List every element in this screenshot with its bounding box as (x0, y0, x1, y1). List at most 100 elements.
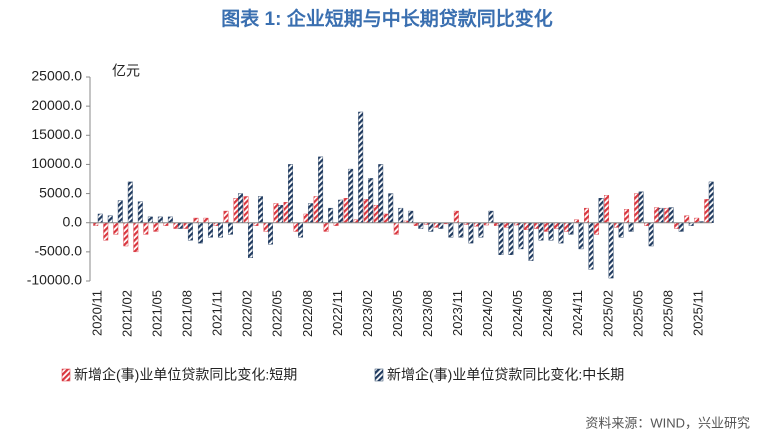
x-tick-label: 2021/11 (210, 290, 225, 336)
bar (147, 216, 153, 223)
chart-title: 图表 1: 企业短期与中长期贷款同比变化 (221, 7, 552, 30)
bar (328, 207, 334, 223)
bar (103, 222, 109, 241)
bar (283, 202, 289, 223)
bar (388, 193, 394, 223)
bar (558, 222, 564, 244)
bar (588, 222, 594, 270)
bar (153, 222, 159, 232)
bar (243, 196, 249, 223)
bar (478, 222, 484, 238)
bar (408, 210, 414, 223)
bar (167, 216, 173, 223)
bar (544, 222, 549, 232)
y-tick-label: -10000.0 (27, 272, 82, 288)
legend-swatch (374, 368, 384, 382)
y-tick-label: 15000.0 (31, 126, 82, 142)
bar (528, 222, 534, 261)
x-tick-label: 2025/08 (660, 290, 675, 337)
bar (584, 207, 589, 223)
legend-label: 新增企(事)业单位贷款同比变化:中长期 (387, 367, 624, 383)
bar (468, 222, 474, 244)
x-tick-label: 2023/11 (450, 290, 465, 336)
bar (433, 222, 439, 228)
bar (668, 207, 674, 223)
bar (238, 193, 243, 223)
bar (438, 222, 444, 229)
x-tick-label: 2025/05 (630, 290, 645, 337)
bar (368, 178, 374, 223)
bar (338, 199, 344, 223)
bar (173, 222, 179, 229)
bar (113, 222, 119, 235)
x-tick-label: 2024/05 (510, 290, 525, 337)
bar (117, 200, 123, 223)
x-tick-label: 2024/08 (540, 290, 555, 337)
bar (207, 222, 213, 238)
bar (618, 222, 624, 238)
bar (664, 207, 670, 223)
bar (393, 222, 399, 235)
bar (137, 201, 143, 223)
bar (678, 222, 684, 232)
x-tick-label: 2020/11 (89, 290, 104, 336)
bar (133, 222, 139, 253)
x-tick-label: 2021/02 (119, 290, 134, 337)
bar (684, 215, 690, 223)
y-tick-label: -5000.0 (35, 243, 83, 259)
bar (217, 222, 223, 238)
bar (453, 210, 459, 223)
x-tick-label: 2022/11 (330, 290, 345, 336)
bar (288, 164, 294, 223)
x-tick-label: 2023/02 (360, 290, 375, 337)
bar (708, 181, 714, 223)
x-tick-label: 2022/05 (270, 290, 285, 337)
bar (654, 207, 660, 223)
bar (177, 222, 183, 229)
bar (157, 216, 163, 223)
bar (97, 213, 103, 223)
x-tick-label: 2021/08 (180, 290, 195, 337)
source: 资料来源：WIND，兴业研究 (585, 415, 750, 430)
legend-label: 新增企(事)业单位贷款同比变化:短期 (74, 367, 297, 383)
bar (488, 210, 494, 223)
bar (518, 222, 524, 250)
x-tick-label: 2021/05 (150, 290, 165, 337)
bar (638, 191, 644, 223)
x-tick-label: 2023/08 (420, 290, 435, 337)
bar (554, 222, 559, 229)
bar (694, 217, 700, 223)
unit-label: 亿元 (112, 63, 140, 79)
y-tick-label: 0.0 (63, 213, 83, 229)
bar (107, 215, 113, 223)
bar (594, 222, 600, 235)
bar (248, 222, 253, 258)
bar (498, 222, 504, 255)
bar (634, 193, 640, 223)
bar (193, 217, 199, 223)
bar (278, 205, 283, 223)
bar (343, 198, 349, 223)
bar (704, 199, 710, 223)
y-tick-label: 25000.0 (31, 68, 82, 84)
bar (313, 196, 319, 223)
bar (348, 168, 354, 223)
x-tick-label: 2022/02 (240, 290, 255, 337)
bar (298, 222, 304, 238)
x-tick-label: 2022/08 (300, 290, 315, 337)
bar (614, 222, 620, 228)
bar (273, 203, 279, 223)
bar (604, 195, 610, 223)
x-tick-label: 2025/11 (690, 290, 705, 336)
bar (203, 217, 209, 223)
bar (223, 210, 229, 223)
bar (268, 222, 273, 245)
bar (568, 222, 574, 235)
bar (598, 198, 604, 223)
bar (648, 222, 654, 247)
x-tick-label: 2023/05 (390, 290, 405, 337)
bar (123, 222, 129, 247)
bar (508, 222, 514, 255)
bar (303, 213, 309, 223)
